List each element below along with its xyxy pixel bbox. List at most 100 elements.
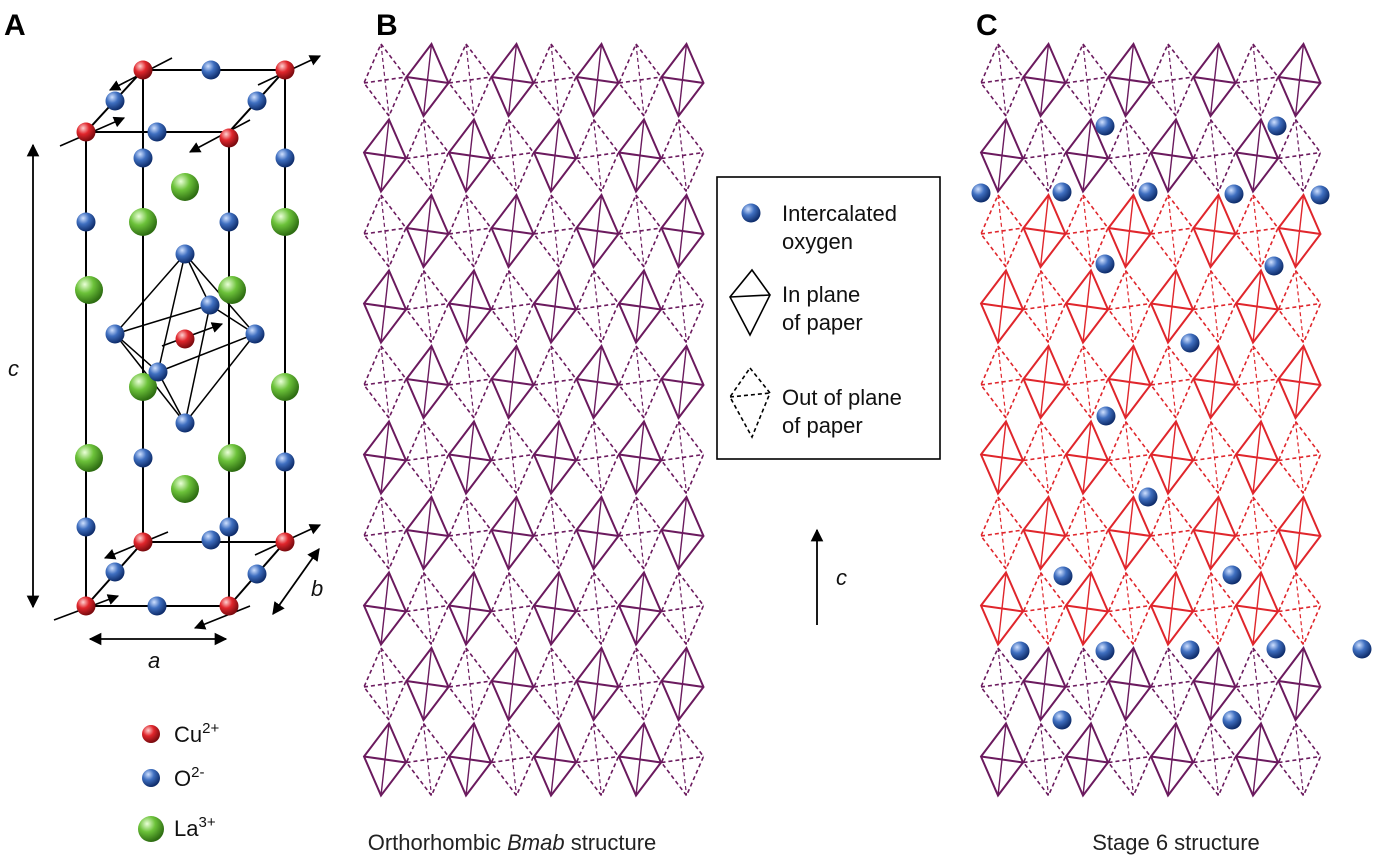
octahedron-in-plane (532, 117, 578, 194)
octahedron-out-of-plane (1277, 117, 1322, 194)
octahedron-out-of-plane (1065, 193, 1109, 269)
octahedron-in-plane (362, 268, 408, 345)
octahedron-out-of-plane (448, 495, 492, 571)
octahedron-in-plane (1064, 721, 1110, 798)
octahedron-out-of-plane (1277, 570, 1322, 647)
octahedron-out-of-plane (1192, 268, 1237, 345)
octahedron-in-plane (1107, 646, 1152, 722)
octahedron-in-plane (405, 646, 450, 722)
octahedron-in-plane (532, 419, 578, 496)
octahedron-in-plane (1149, 570, 1195, 647)
octahedron-out-of-plane (363, 42, 407, 118)
octahedron-in-plane (1234, 117, 1280, 194)
octahedron-out-of-plane (1235, 42, 1279, 118)
octahedron-out-of-plane (363, 646, 407, 722)
octahedron-out-of-plane (1065, 344, 1109, 420)
intercalated-label-line1: Intercalated (782, 201, 897, 226)
octahedron-in-plane (405, 495, 450, 571)
c-direction-label: c (836, 565, 847, 590)
octahedron-out-of-plane (533, 495, 577, 571)
octahedron-in-plane (660, 193, 705, 269)
octahedron-out-of-plane (660, 268, 705, 345)
panel-letter-c: C (976, 9, 998, 42)
octahedron-in-plane (1064, 570, 1110, 647)
octahedron-in-plane (1192, 495, 1237, 571)
octahedron-in-plane (1107, 193, 1152, 269)
b-axis-label: b (311, 576, 323, 601)
octahedron-in-plane (575, 344, 620, 420)
cu-legend-swatch (142, 725, 160, 743)
octahedron-in-plane (447, 419, 493, 496)
out-plane-label-line1: Out of plane (782, 385, 902, 410)
octahedron-in-plane (1107, 344, 1152, 420)
octahedron-out-of-plane (490, 268, 535, 345)
octahedron-out-of-plane (575, 570, 620, 647)
octahedron-in-plane (660, 646, 705, 722)
octahedron-out-of-plane (1022, 268, 1067, 345)
octahedron-out-of-plane (363, 495, 407, 571)
octahedron-out-of-plane (618, 193, 662, 269)
intercalated-label-line2: oxygen (782, 229, 853, 254)
octahedron-out-of-plane (1150, 42, 1194, 118)
octahedron-out-of-plane (1192, 419, 1237, 496)
octahedron-in-plane (1022, 344, 1067, 420)
octahedron-out-of-plane (363, 193, 407, 269)
octahedron-in-plane (575, 42, 620, 118)
o-legend-label: O2- (174, 764, 204, 791)
octahedron-out-of-plane (575, 117, 620, 194)
octahedron-in-plane (532, 721, 578, 798)
octahedron-out-of-plane (1107, 117, 1152, 194)
octahedron-out-of-plane (1107, 570, 1152, 647)
octahedron-out-of-plane (1235, 495, 1279, 571)
octahedron-out-of-plane (618, 42, 662, 118)
octahedron-out-of-plane (490, 117, 535, 194)
octahedron-in-plane (617, 268, 663, 345)
octahedron-out-of-plane (1107, 268, 1152, 345)
octahedron-out-of-plane (1107, 721, 1152, 798)
octahedron-in-plane (447, 117, 493, 194)
octahedron-in-plane (1107, 42, 1152, 118)
octahedron-in-plane (532, 570, 578, 647)
c-axis-label: c (8, 356, 19, 381)
o-legend-swatch (142, 769, 160, 787)
la-atoms (75, 173, 299, 503)
octahedron-out-of-plane (1277, 721, 1322, 798)
octahedron-out-of-plane (980, 495, 1024, 571)
octahedron-in-plane (1277, 193, 1322, 269)
panel-letter-b: B (376, 9, 398, 42)
octahedron-in-plane (617, 419, 663, 496)
octahedron-out-of-plane (1192, 117, 1237, 194)
octahedron-out-of-plane (1107, 419, 1152, 496)
octahedron-in-plane (660, 344, 705, 420)
octahedron-out-of-plane (618, 344, 662, 420)
octahedron-out-of-plane (1022, 419, 1067, 496)
octahedron-out-of-plane (1235, 344, 1279, 420)
octahedron-out-of-plane (575, 721, 620, 798)
octahedron-in-plane (1192, 42, 1237, 118)
octahedron-out-of-plane (980, 193, 1024, 269)
octahedron-in-plane (979, 419, 1025, 496)
octahedron-out-of-plane (1065, 495, 1109, 571)
octahedron-in-plane (575, 193, 620, 269)
octahedron-out-of-plane (490, 570, 535, 647)
octahedron-in-plane (979, 721, 1025, 798)
octahedron-in-plane (1064, 419, 1110, 496)
octahedron-in-plane (362, 419, 408, 496)
octahedron-out-of-plane (980, 646, 1024, 722)
octahedron-out-of-plane (1150, 344, 1194, 420)
octahedron-in-plane (490, 193, 535, 269)
octahedron-in-plane (575, 495, 620, 571)
octahedron-in-plane (1277, 42, 1322, 118)
octahedron-in-plane (1064, 117, 1110, 194)
octahedron-out-of-plane (448, 646, 492, 722)
octahedron-out-of-plane (1065, 646, 1109, 722)
octahedron-out-of-plane (405, 570, 450, 647)
octahedron-in-plane (490, 344, 535, 420)
octahedron-out-of-plane (660, 419, 705, 496)
out-of-plane-octahedron-icon (729, 366, 771, 439)
octahedron-in-plane (1149, 117, 1195, 194)
octahedron-out-of-plane (1192, 570, 1237, 647)
octahedron-out-of-plane (1277, 419, 1322, 496)
octahedron-in-plane (490, 646, 535, 722)
